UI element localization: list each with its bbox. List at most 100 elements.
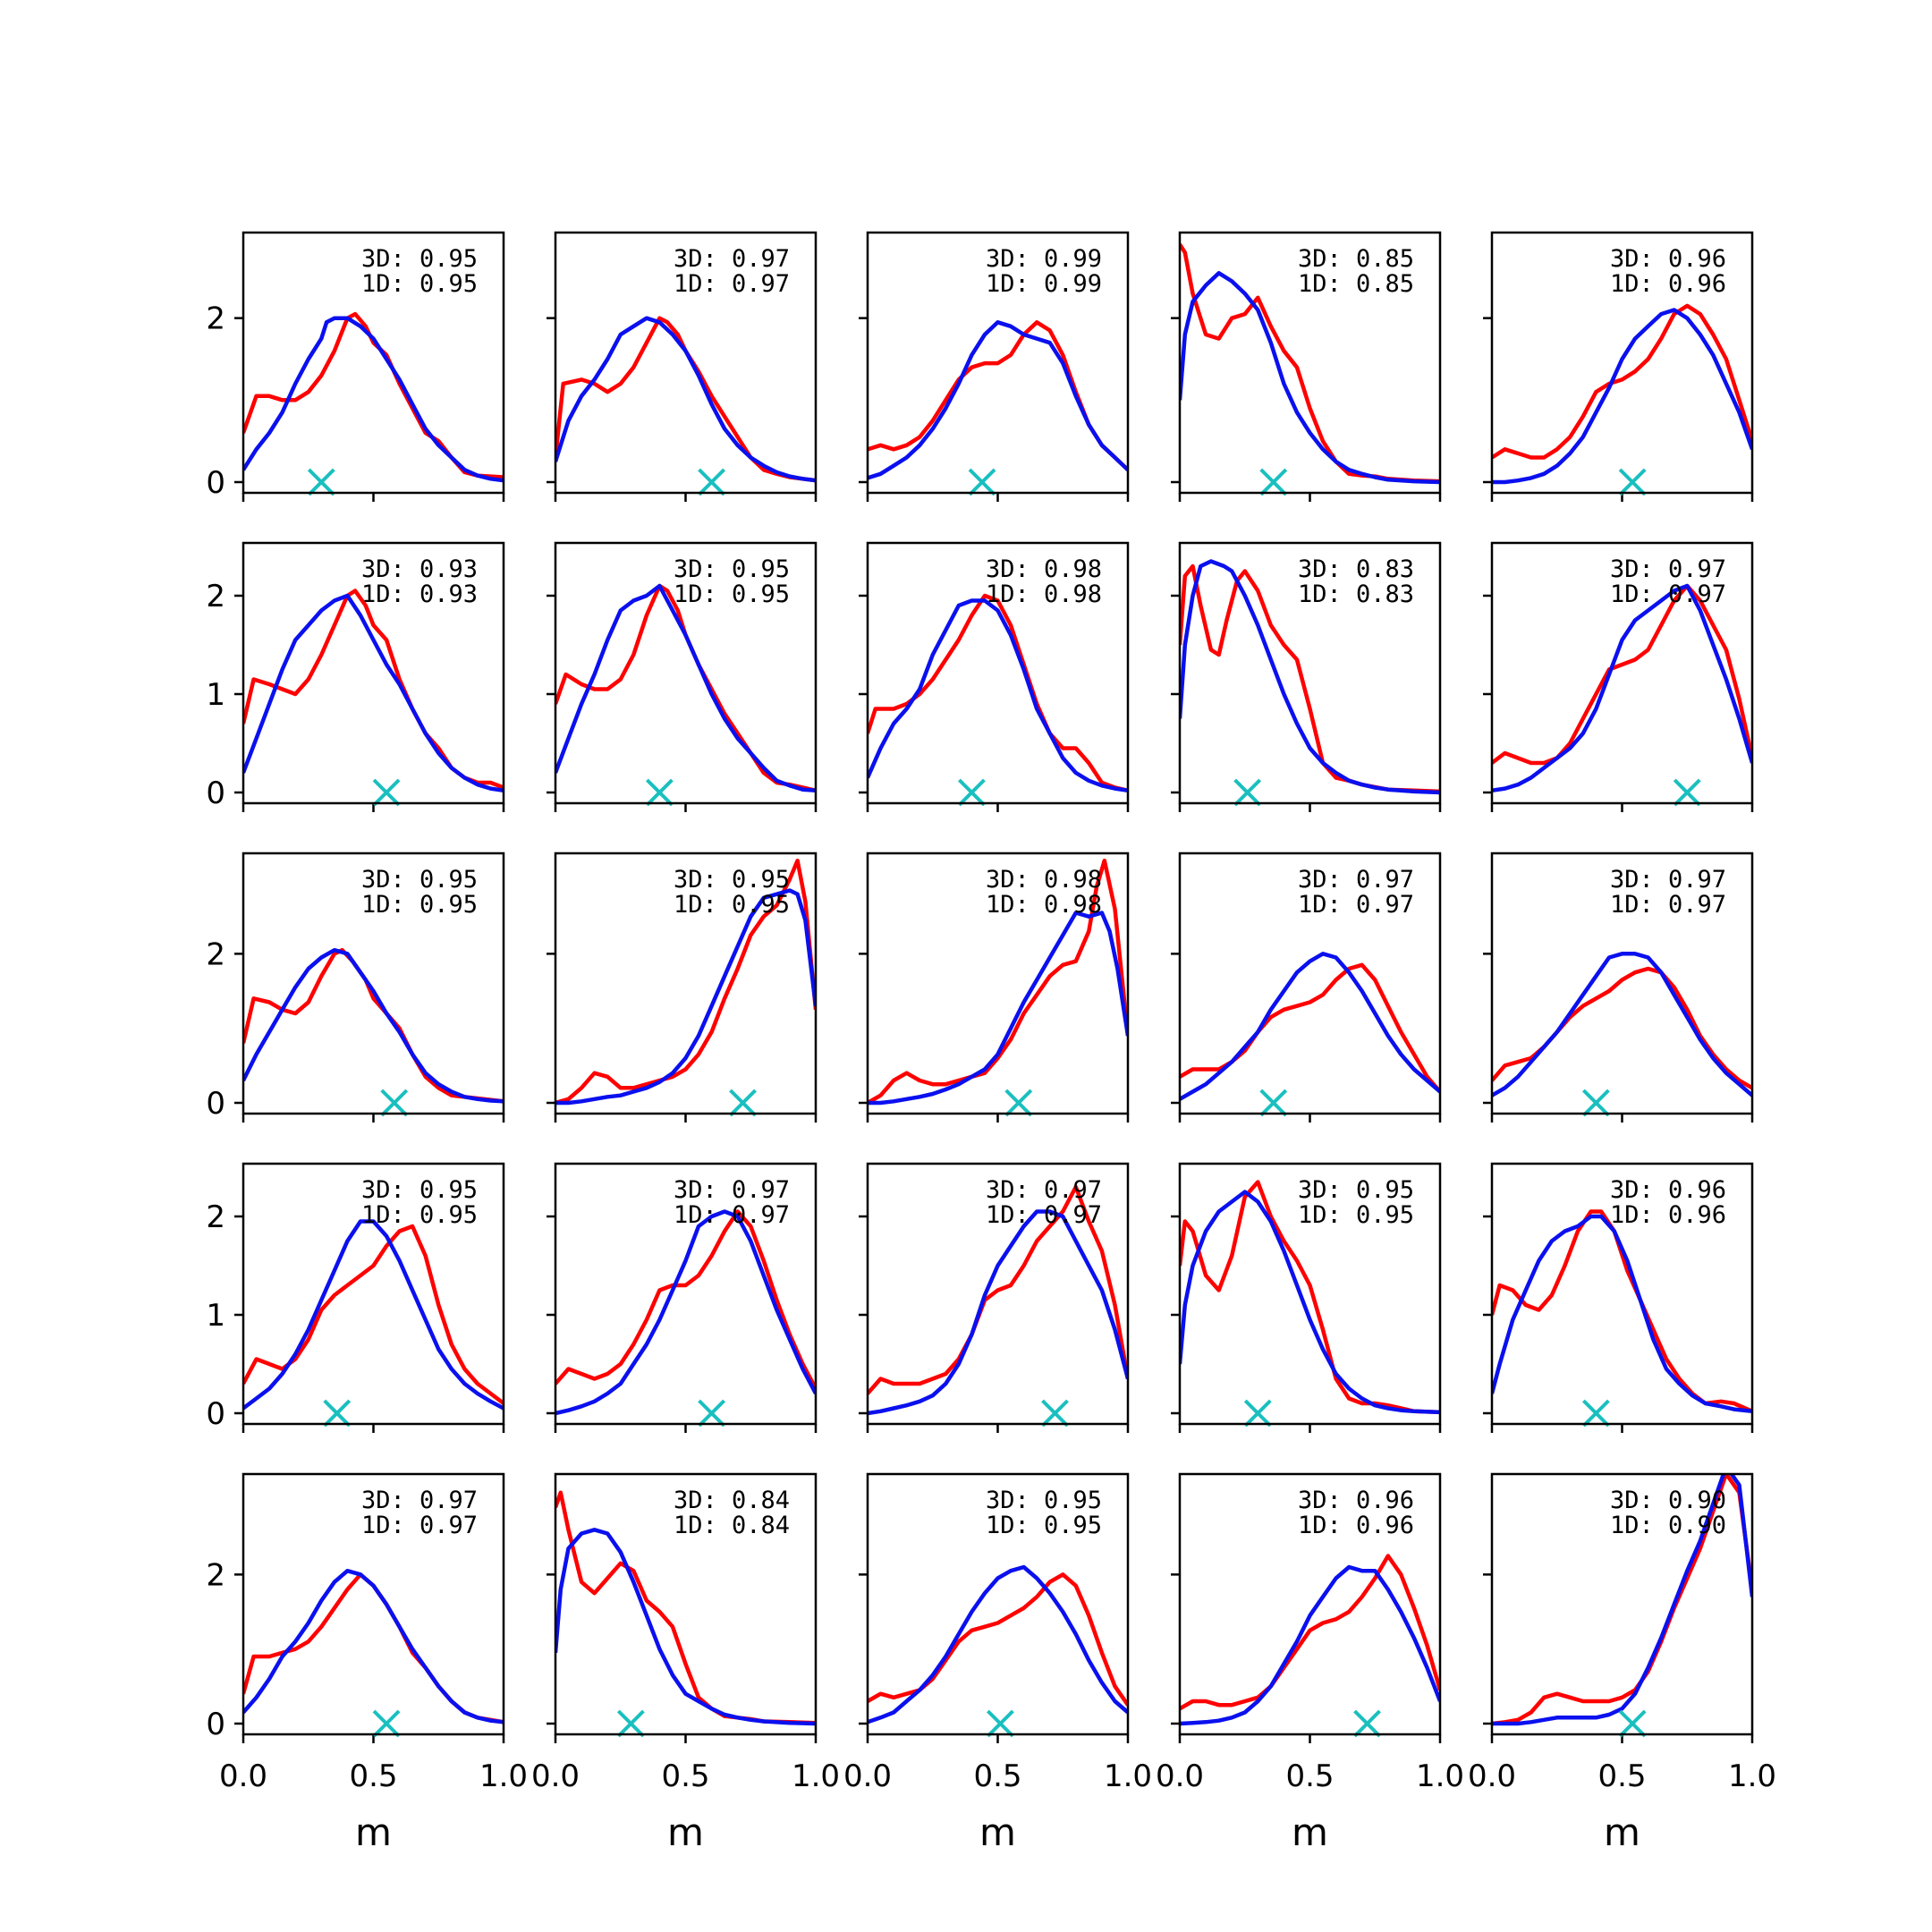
red-density-curve bbox=[243, 589, 504, 790]
axes-frame bbox=[1490, 852, 1754, 1115]
y-tick-label: 1 bbox=[206, 1298, 225, 1334]
x-tick-label: 0.5 bbox=[349, 1758, 397, 1794]
estimate-marker bbox=[986, 1709, 1014, 1738]
score-annotation: 1D: 0.98 bbox=[986, 580, 1102, 608]
red-density-curve bbox=[1492, 966, 1752, 1090]
blue-density-curve bbox=[555, 583, 816, 793]
red-density-curve bbox=[1492, 1209, 1752, 1413]
blue-density-curve bbox=[868, 911, 1128, 1106]
axes-frame bbox=[1178, 1162, 1442, 1426]
score-annotation: 1D: 0.95 bbox=[361, 891, 478, 919]
blue-density-curve bbox=[1180, 952, 1440, 1101]
red-density-curve bbox=[868, 1184, 1128, 1395]
red-density-curve bbox=[243, 1572, 504, 1724]
blue-density-curve bbox=[243, 1219, 504, 1411]
score-annotation: 1D: 0.83 bbox=[1298, 580, 1414, 608]
y-tick-label: 0 bbox=[206, 1396, 225, 1432]
blue-density-curve bbox=[1180, 1190, 1440, 1415]
blue-density-curve bbox=[868, 1209, 1128, 1416]
y-tick-label: 0 bbox=[206, 465, 225, 501]
blue-density-curve bbox=[868, 320, 1128, 480]
estimate-marker bbox=[698, 468, 726, 496]
y-tick-label: 2 bbox=[206, 579, 225, 614]
red-density-curve bbox=[555, 316, 816, 483]
estimate-marker bbox=[1004, 1089, 1033, 1117]
score-annotation: 1D: 0.97 bbox=[986, 1201, 1102, 1229]
estimate-marker bbox=[1259, 1089, 1288, 1117]
x-tick-label: 1.0 bbox=[792, 1758, 840, 1794]
y-tick-label: 0 bbox=[206, 1707, 225, 1742]
red-density-curve bbox=[1180, 1180, 1440, 1415]
y-tick-label: 0 bbox=[206, 775, 225, 811]
score-annotation: 3D: 0.99 bbox=[986, 245, 1102, 273]
score-annotation: 3D: 0.95 bbox=[674, 866, 790, 894]
x-axis-label: m bbox=[355, 1810, 392, 1854]
score-annotation: 1D: 0.95 bbox=[361, 270, 478, 298]
x-tick-label: 1.0 bbox=[1104, 1758, 1152, 1794]
score-annotation: 3D: 0.85 bbox=[1298, 245, 1414, 273]
axes-frame bbox=[242, 1162, 505, 1426]
axes-frame bbox=[866, 541, 1130, 805]
estimate-marker bbox=[957, 778, 986, 807]
estimate-marker bbox=[1581, 1399, 1610, 1428]
estimate-marker bbox=[645, 778, 674, 807]
y-tick-label: 0 bbox=[206, 1086, 225, 1122]
axes-frame bbox=[1178, 852, 1442, 1115]
estimate-marker bbox=[1618, 1709, 1647, 1738]
score-annotation: 3D: 0.97 bbox=[986, 1176, 1102, 1204]
axes-frame bbox=[554, 541, 818, 805]
blue-density-curve bbox=[1492, 1214, 1752, 1414]
x-tick-label: 0.0 bbox=[531, 1758, 580, 1794]
blue-density-curve bbox=[1180, 271, 1440, 485]
axes-frame bbox=[1490, 541, 1754, 805]
estimate-marker bbox=[1581, 1089, 1610, 1117]
red-density-curve bbox=[555, 583, 816, 792]
score-annotation: 1D: 0.97 bbox=[361, 1512, 478, 1539]
axes-frame bbox=[1178, 541, 1442, 805]
blue-density-curve bbox=[1492, 1474, 1752, 1726]
score-annotation: 1D: 0.95 bbox=[674, 580, 790, 608]
axes-frame bbox=[1178, 231, 1442, 495]
y-tick-label: 2 bbox=[206, 301, 225, 337]
red-density-curve bbox=[1492, 583, 1752, 766]
estimate-marker bbox=[307, 468, 335, 496]
x-tick-label: 1.0 bbox=[1728, 1758, 1776, 1794]
x-tick-label: 1.0 bbox=[1416, 1758, 1464, 1794]
score-annotation: 1D: 0.90 bbox=[1610, 1512, 1726, 1539]
estimate-marker bbox=[729, 1089, 757, 1117]
y-tick-label: 2 bbox=[206, 936, 225, 972]
blue-density-curve bbox=[868, 598, 1128, 793]
score-annotation: 3D: 0.96 bbox=[1298, 1487, 1414, 1514]
score-annotation: 1D: 0.96 bbox=[1298, 1512, 1414, 1539]
x-tick-label: 0.0 bbox=[1156, 1758, 1204, 1794]
score-annotation: 1D: 0.96 bbox=[1610, 270, 1726, 298]
axes-frame bbox=[554, 231, 818, 495]
blue-density-curve bbox=[243, 593, 504, 793]
score-annotation: 3D: 0.97 bbox=[361, 1487, 478, 1514]
axes-frame bbox=[1490, 231, 1754, 495]
axes-frame bbox=[554, 1162, 818, 1426]
y-tick-label: 2 bbox=[206, 1199, 225, 1235]
x-tick-label: 0.5 bbox=[661, 1758, 709, 1794]
score-annotation: 3D: 0.98 bbox=[986, 555, 1102, 583]
score-annotation: 3D: 0.97 bbox=[674, 1176, 790, 1204]
score-annotation: 3D: 0.83 bbox=[1298, 555, 1414, 583]
red-density-curve bbox=[1180, 1554, 1440, 1711]
estimate-marker bbox=[1353, 1709, 1381, 1738]
x-tick-label: 0.0 bbox=[843, 1758, 892, 1794]
red-density-curve bbox=[868, 858, 1128, 1105]
